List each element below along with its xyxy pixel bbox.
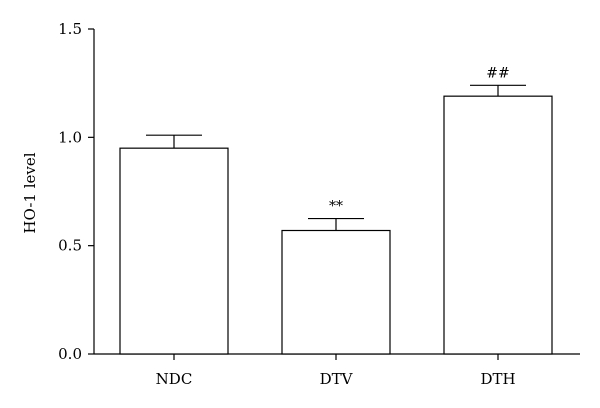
bar-group-dtv: ** [281,199,391,355]
bar-group-dth: ## [443,65,553,355]
y-axis-title: HO-1 level [21,152,39,233]
y-tick-label: 1.0 [58,128,82,146]
x-tick-label: DTH [480,370,515,388]
significance-label: ** [329,199,343,215]
x-tick-label: DTV [320,370,354,388]
x-tick-label: NDC [156,370,193,388]
y-tick-label: 1.5 [58,20,82,38]
bar [443,95,553,355]
x-axis: NDC DTV DTH [94,353,580,388]
bar [119,147,229,355]
y-tick-label: 0.0 [58,345,82,363]
significance-label: ## [486,65,509,81]
y-axis: 0.0 0.5 1.0 1.5 [58,20,95,363]
bar-group-ndc [119,134,229,355]
y-tick-label: 0.5 [58,237,82,255]
bars: ** ## [119,65,553,355]
bar [281,229,391,355]
